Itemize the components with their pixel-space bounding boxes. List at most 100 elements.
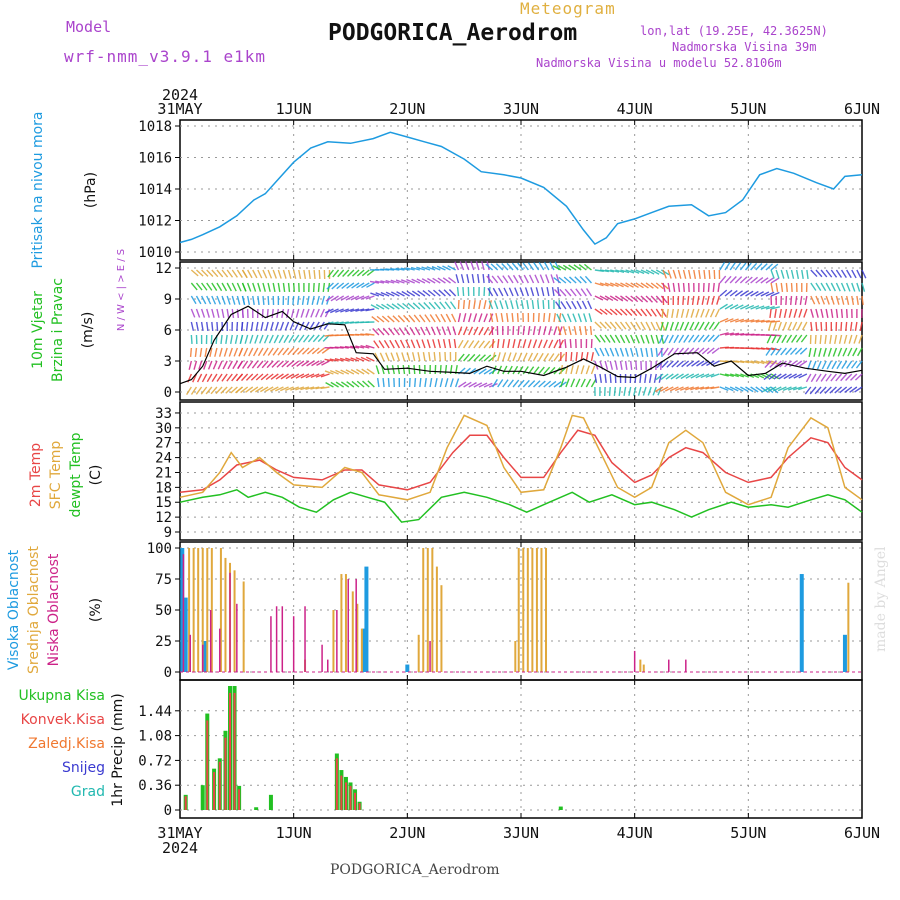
wind-arrow (327, 269, 335, 278)
wind-arrow (310, 308, 315, 318)
wind-arrow (463, 353, 471, 362)
wind-arrow (724, 289, 733, 297)
wind-arrow (558, 353, 566, 362)
wind-arrow (594, 347, 600, 357)
wind-arrow (233, 347, 239, 357)
wind-arrow (558, 338, 562, 349)
wind-arrow (209, 347, 213, 357)
wind-arrow (315, 386, 325, 390)
cloud-bar (224, 557, 227, 672)
wind-arrow (478, 313, 483, 323)
temperature-line (179, 414, 863, 506)
wind-arrow (625, 308, 633, 316)
wind-arrow (210, 334, 213, 345)
wind-arrow (190, 386, 198, 395)
wind-arrow (719, 261, 726, 271)
wind-arrow (372, 328, 380, 336)
wind-arrow (734, 262, 742, 271)
wind-arrow (228, 347, 233, 357)
wind-arrow (478, 382, 488, 388)
wind-arrow (339, 346, 349, 349)
wind-arrow (716, 295, 721, 305)
wind-arrow (724, 275, 732, 284)
wind-arrow (270, 321, 274, 331)
wind-arrow (287, 295, 290, 306)
wind-arrow (231, 269, 238, 278)
wind-arrow (771, 334, 777, 344)
wind-arrow (770, 347, 777, 356)
wind-arrow (551, 287, 555, 297)
wind-arrow (825, 295, 830, 305)
wind-arrow (594, 308, 603, 315)
wind-arrow (572, 313, 577, 323)
cloud-bar (356, 603, 359, 672)
wind-arrow (340, 369, 350, 375)
wind-arrow (336, 282, 345, 290)
wind-arrow (650, 269, 660, 275)
wind-arrow (662, 282, 666, 292)
wind-arrow (573, 326, 577, 336)
wind-arrow (259, 334, 264, 344)
wind-arrow (190, 269, 199, 277)
wind-arrow (580, 378, 586, 388)
wind-arrow (831, 360, 838, 370)
wind-arrow (724, 303, 734, 310)
temperature-ytick-label: 18 (155, 480, 172, 496)
wind-arrow (477, 273, 480, 284)
wind-arrow (822, 347, 827, 357)
wind-arrow (719, 332, 729, 336)
wind-arrow (447, 265, 456, 271)
wind-arrow (204, 347, 208, 357)
wind-arrow (798, 386, 808, 391)
wind-arrow (389, 339, 395, 349)
wind-arrow (790, 282, 793, 293)
wind-arrow (416, 339, 421, 349)
temperature-ytick-label: 24 (155, 451, 172, 467)
wind-arrow (482, 273, 485, 284)
wind-arrow (236, 282, 242, 292)
wind-arrow (262, 269, 268, 279)
wind-arrow (614, 308, 623, 316)
model-label: Model (66, 18, 112, 36)
wind-arrow (395, 279, 405, 284)
wind-arrow (438, 289, 446, 297)
wind-arrow (432, 339, 436, 349)
wind-arrow (206, 269, 214, 278)
wind-arrow (625, 321, 632, 330)
wind-arrow (251, 360, 259, 369)
footer-station: PODGORICA_Aerodrom (330, 862, 500, 878)
wind-arrow (206, 282, 213, 291)
wind-arrow (745, 360, 755, 364)
wind-arrow (433, 301, 441, 310)
wind-arrow (356, 282, 365, 289)
wind-arrow (708, 269, 711, 280)
wind-arrow (734, 276, 743, 284)
wind-ytick-label: 12 (155, 261, 172, 277)
wind-arrow (791, 334, 798, 343)
wind-arrow (568, 326, 572, 336)
wind-arrow (287, 347, 295, 356)
wind-arrow (760, 305, 770, 310)
wind-arrow (430, 326, 436, 336)
wind-arrow (792, 321, 798, 331)
wind-arrow (395, 352, 401, 362)
wind-arrow (270, 373, 279, 380)
wind-arrow (448, 339, 452, 349)
wind-arrow (454, 378, 460, 388)
wind-arrow (360, 345, 370, 349)
wind-arrow (686, 360, 695, 367)
wind-arrow (676, 360, 685, 368)
wind-arrow (707, 334, 715, 343)
cloud-bar (429, 641, 431, 672)
wind-arrow (565, 300, 572, 310)
wind-arrow (581, 300, 587, 310)
wind-arrow (548, 353, 555, 362)
cloud-ytick-label: 100 (147, 541, 172, 557)
wind-arrow (570, 351, 573, 362)
wind-arrow (669, 386, 679, 392)
wind-ylabel-2: Brzina i Pravac (50, 278, 66, 382)
wind-arrow (517, 262, 524, 271)
wind-arrow (682, 295, 685, 306)
time-tick-bottom: 2JUN (389, 824, 425, 842)
wind-arrow (760, 319, 770, 323)
